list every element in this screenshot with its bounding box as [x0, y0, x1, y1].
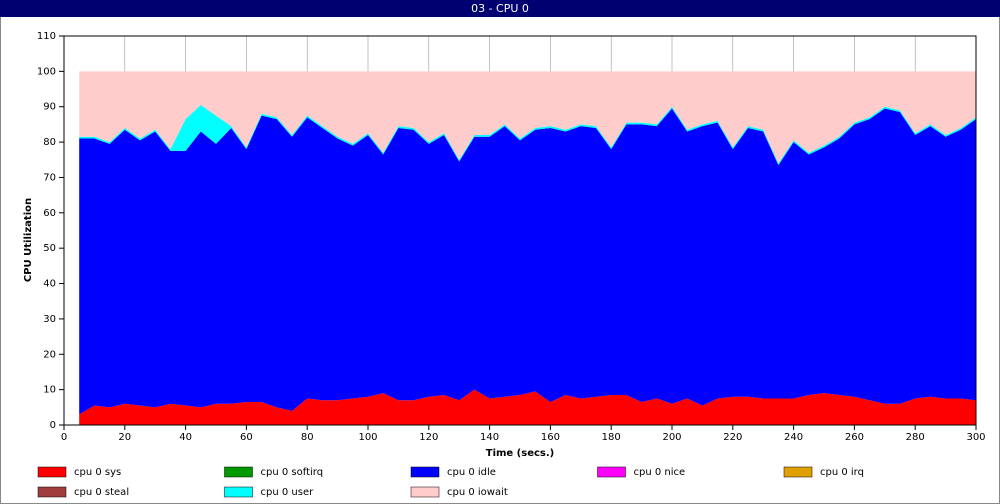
- x-tick-label: 40: [179, 432, 192, 443]
- area: [79, 71, 976, 164]
- y-tick-label: 60: [43, 208, 56, 219]
- y-axis-label: CPU Utilization: [23, 198, 34, 282]
- x-tick-label: 240: [784, 432, 803, 443]
- x-tick-label: 140: [480, 432, 499, 443]
- y-tick-label: 110: [37, 31, 56, 42]
- y-tick-label: 70: [43, 172, 56, 183]
- x-tick-label: 300: [966, 432, 985, 443]
- legend-swatch: [224, 486, 253, 498]
- area: [79, 104, 976, 166]
- x-tick-label: 260: [845, 432, 864, 443]
- legend-swatch: [410, 486, 440, 498]
- x-tick-label: 0: [61, 432, 67, 443]
- title-bar: [0, 0, 1000, 17]
- x-axis-label: Time (secs.): [486, 448, 555, 459]
- y-tick-label: 50: [43, 243, 56, 254]
- y-tick-label: 0: [50, 420, 56, 431]
- x-tick-label: 160: [541, 432, 560, 443]
- x-tick-label: 280: [906, 432, 925, 443]
- chart-title: 03 - CPU 0: [471, 2, 529, 15]
- area: [79, 389, 976, 425]
- legend-label: cpu 0 nice: [634, 467, 686, 478]
- legend-swatch: [783, 466, 813, 478]
- y-tick-label: 80: [43, 137, 56, 148]
- y-tick-label: 100: [37, 66, 56, 77]
- x-tick-label: 180: [602, 432, 621, 443]
- legend-swatch: [224, 466, 253, 478]
- x-tick-label: 100: [358, 432, 377, 443]
- x-tick-label: 20: [118, 432, 131, 443]
- legend-label: cpu 0 user: [261, 487, 315, 498]
- legend-label: cpu 0 sys: [74, 467, 121, 478]
- y-tick-label: 10: [43, 385, 56, 396]
- x-tick-label: 80: [301, 432, 314, 443]
- legend-label: cpu 0 irq: [820, 467, 864, 478]
- plot-border: [63, 35, 977, 426]
- legend-label: cpu 0 iowait: [447, 487, 508, 498]
- x-tick-label: 200: [662, 432, 681, 443]
- y-tick-label: 20: [43, 349, 56, 360]
- legend-swatch: [37, 466, 67, 478]
- y-tick-label: 40: [43, 279, 56, 290]
- x-tick-label: 220: [723, 432, 742, 443]
- legend-label: cpu 0 steal: [74, 487, 129, 498]
- legend-swatch: [597, 466, 626, 478]
- x-tick-label: 120: [419, 432, 438, 443]
- y-tick-label: 90: [43, 102, 56, 113]
- legend-label: cpu 0 idle: [447, 467, 496, 478]
- legend-swatch: [37, 486, 67, 498]
- legend-swatch: [410, 466, 440, 478]
- y-tick-label: 30: [43, 314, 56, 325]
- area: [79, 108, 976, 415]
- x-tick-label: 60: [240, 432, 253, 443]
- legend-label: cpu 0 softirq: [261, 467, 324, 478]
